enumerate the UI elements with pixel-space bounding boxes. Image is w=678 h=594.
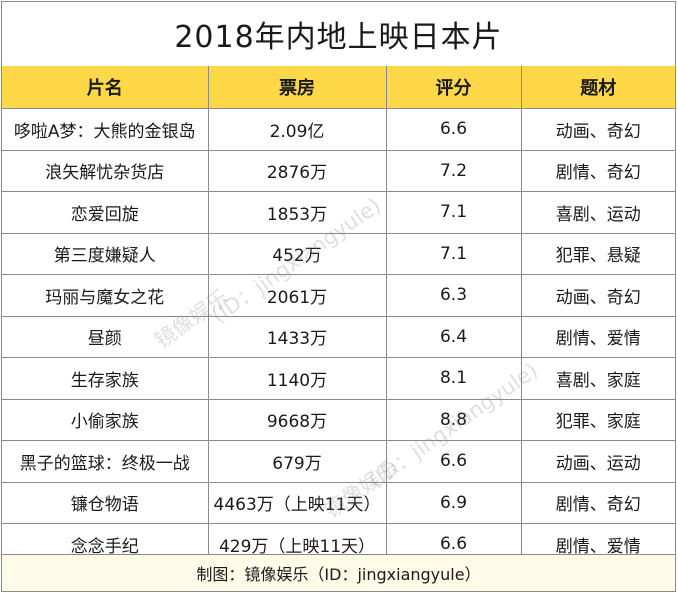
cell-box-office: 1140万: [207, 357, 387, 400]
cell-title: 哆啦A梦：大熊的金银岛: [2, 108, 209, 151]
cell-box-office: 9668万: [207, 398, 387, 441]
cell-rating: 8.1: [385, 357, 522, 400]
films-table: 片名 票房 评分 题材 哆啦A梦：大熊的金银岛 2.09亿 6.6 动画、奇幻 …: [2, 66, 675, 566]
cell-title: 昼颜: [2, 315, 209, 358]
cell-genre: 动画、奇幻: [520, 274, 675, 317]
table-row: 玛丽与魔女之花 2061万 6.3 动画、奇幻: [2, 274, 675, 317]
cell-rating: 6.9: [385, 481, 522, 524]
table-row: 生存家族 1140万 8.1 喜剧、家庭: [2, 357, 675, 400]
cell-genre: 喜剧、运动: [520, 191, 675, 234]
cell-genre: 犯罪、家庭: [520, 398, 675, 441]
cell-box-office: 4463万（上映11天）: [207, 481, 387, 524]
cell-title: 生存家族: [2, 357, 209, 400]
header-rating: 评分: [385, 66, 522, 109]
cell-rating: 8.8: [385, 398, 522, 441]
cell-box-office: 679万: [207, 440, 387, 483]
header-box-office: 票房: [207, 66, 387, 109]
cell-rating: 7.1: [385, 191, 522, 234]
cell-genre: 剧情、奇幻: [520, 481, 675, 524]
cell-rating: 6.6: [385, 108, 522, 151]
cell-rating: 7.2: [385, 149, 522, 192]
header-genre: 题材: [520, 66, 675, 109]
table-row: 哆啦A梦：大熊的金银岛 2.09亿 6.6 动画、奇幻: [2, 108, 675, 151]
cell-title: 玛丽与魔女之花: [2, 274, 209, 317]
table-row: 小偷家族 9668万 8.8 犯罪、家庭: [2, 398, 675, 441]
page-title: 2018年内地上映日本片: [2, 2, 675, 67]
cell-box-office: 2.09亿: [207, 108, 387, 151]
table-header-row: 片名 票房 评分 题材: [2, 66, 675, 109]
cell-rating: 6.3: [385, 274, 522, 317]
cell-genre: 犯罪、悬疑: [520, 232, 675, 275]
table-row: 昼颜 1433万 6.4 剧情、爱情: [2, 315, 675, 358]
cell-title: 浪矢解忧杂货店: [2, 149, 209, 192]
credit-footer: 制图：镜像娱乐（ID：jingxiangyule）: [2, 554, 675, 591]
cell-rating: 7.1: [385, 232, 522, 275]
cell-genre: 剧情、奇幻: [520, 149, 675, 192]
cell-title: 恋爱回旋: [2, 191, 209, 234]
cell-box-office: 452万: [207, 232, 387, 275]
cell-rating: 6.4: [385, 315, 522, 358]
table-row: 恋爱回旋 1853万 7.1 喜剧、运动: [2, 191, 675, 234]
table-row: 黑子的篮球：终极一战 679万 6.6 动画、运动: [2, 440, 675, 483]
cell-genre: 剧情、爱情: [520, 315, 675, 358]
cell-title: 第三度嫌疑人: [2, 232, 209, 275]
cell-box-office: 1853万: [207, 191, 387, 234]
cell-box-office: 2061万: [207, 274, 387, 317]
cell-box-office: 2876万: [207, 149, 387, 192]
cell-title: 小偷家族: [2, 398, 209, 441]
table-row: 镰仓物语 4463万（上映11天） 6.9 剧情、奇幻: [2, 481, 675, 524]
cell-genre: 动画、奇幻: [520, 108, 675, 151]
cell-genre: 喜剧、家庭: [520, 357, 675, 400]
cell-box-office: 1433万: [207, 315, 387, 358]
cell-genre: 动画、运动: [520, 440, 675, 483]
cell-title: 黑子的篮球：终极一战: [2, 440, 209, 483]
header-title: 片名: [2, 66, 209, 109]
cell-title: 镰仓物语: [2, 481, 209, 524]
table-row: 第三度嫌疑人 452万 7.1 犯罪、悬疑: [2, 232, 675, 275]
table-row: 浪矢解忧杂货店 2876万 7.2 剧情、奇幻: [2, 149, 675, 192]
cell-rating: 6.6: [385, 440, 522, 483]
